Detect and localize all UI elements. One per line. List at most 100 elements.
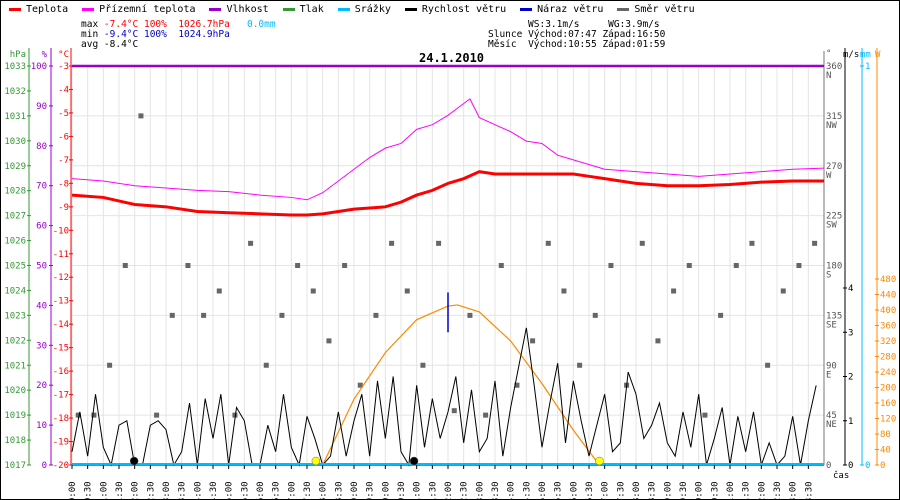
x-tick-label: 03:00 (162, 481, 172, 499)
legend-item: Směr větru (617, 4, 695, 15)
wind-direction-point (812, 240, 818, 246)
wind-direction-point (765, 362, 771, 368)
max-rain: 0.0mm (246, 19, 276, 30)
x-tick-label: 12:30 (460, 481, 470, 499)
pressure-tick-label: 1021 (4, 361, 26, 371)
legend-item: Přízemní teplota (82, 4, 195, 15)
x-tick-label: 13:00 (475, 481, 485, 499)
wind-axis-unit: m/s (843, 50, 859, 60)
legend-label: Teplota (26, 4, 69, 15)
wind-direction-point (75, 412, 81, 418)
x-tick-label: 07:30 (303, 481, 313, 499)
moonset-marker (129, 456, 139, 466)
direction-tick-label: SW (826, 221, 837, 231)
direction-tick-label: N (826, 71, 831, 81)
wind-direction-point (404, 288, 410, 294)
sunset-marker (595, 456, 604, 466)
wind-direction-point (295, 263, 301, 268)
min-pressure: 1024.9hPa (178, 29, 230, 40)
x-tick-label: 17:30 (616, 481, 626, 499)
wind-direction-point (749, 240, 755, 246)
humidity-tick-label: 50 (36, 262, 47, 272)
direction-tick-label: 315 (826, 112, 842, 122)
x-axis-label: čas (833, 470, 849, 481)
rain-tick-label: 1 (865, 62, 870, 72)
wind-direction-point (420, 362, 426, 368)
x-tick-label: 00:30 (84, 481, 94, 499)
direction-tick-label: 135 (826, 311, 842, 321)
wind-direction-point (530, 338, 536, 344)
solar-axis-unit: W (875, 50, 881, 60)
wind-tick-label: 3 (848, 328, 853, 338)
x-tick-label: 15:30 (554, 481, 564, 499)
x-tick-label: 16:00 (569, 481, 579, 499)
pressure-tick-label: 1033 (4, 62, 26, 72)
wind-speed-line (71, 327, 817, 467)
solar-tick-label: 480 (880, 275, 896, 285)
x-tick-label: 06:00 (256, 481, 266, 499)
sunrise: Východ:07:47 (528, 29, 597, 40)
legend-swatch (617, 7, 630, 11)
wind-tick-label: 1 (848, 417, 853, 427)
pressure-tick-label: 1031 (4, 112, 26, 122)
legend-swatch (209, 7, 222, 11)
x-tick-label: 02:00 (131, 481, 141, 499)
temperature-tick-label: -13 (53, 297, 69, 307)
wind-direction-point (122, 263, 128, 268)
astro-block: WS:3.1m/s WG:3.9m/s Slunce Východ:07:47 … (488, 20, 665, 50)
x-tick-label: 21:00 (726, 481, 736, 499)
x-tick-label: 09:30 (366, 481, 376, 499)
pressure-tick-label: 1027 (4, 212, 26, 222)
temperature-tick-label: -8 (58, 179, 69, 189)
legend-item: Teplota (9, 4, 68, 15)
temperature-tick-label: -18 (53, 414, 69, 424)
legend-swatch (337, 7, 350, 11)
min-label: min (81, 29, 99, 40)
direction-tick-label: SE (826, 320, 837, 330)
humidity-tick-label: 30 (36, 341, 47, 351)
x-tick-label: 10:00 (381, 481, 391, 499)
sunrise-marker (311, 456, 321, 466)
legend-label: Náraz větru (537, 4, 604, 15)
solar-tick-label: 120 (880, 415, 896, 425)
temperature-tick-label: -10 (53, 226, 69, 236)
wind-direction-point (201, 312, 207, 318)
max-pressure: 1026.7hPa (178, 19, 230, 30)
legend-swatch (404, 7, 417, 11)
x-tick-label: 10:30 (397, 481, 407, 499)
wind-speed-max: WS:3.1m/s (528, 19, 580, 30)
temperature-tick-label: -12 (53, 273, 69, 283)
x-tick-label: 22:00 (757, 481, 767, 499)
min-temp: -9.4°C (103, 29, 139, 40)
direction-tick-label: NE (826, 420, 837, 430)
wind-direction-point (279, 312, 285, 318)
temperature-tick-label: -19 (53, 438, 69, 448)
wind-direction-point (639, 240, 645, 246)
solar-tick-label: 280 (880, 353, 896, 363)
solar-tick-label: 360 (880, 322, 896, 332)
solar-tick-label: 40 (880, 446, 891, 456)
temperature-line (71, 170, 824, 217)
x-tick-label: 18:00 (632, 481, 642, 499)
wind-direction-point (310, 288, 316, 294)
avg-temp: -8.4°C (103, 39, 139, 50)
x-tick-label: 16:30 (585, 481, 595, 499)
pressure-tick-label: 1019 (4, 411, 26, 421)
moonrise: Východ:10:55 (528, 39, 597, 50)
wind-direction-point (608, 263, 614, 268)
wind-direction-point (702, 412, 708, 418)
direction-tick-label: 0 (826, 461, 831, 471)
solar-tick-label: 320 (880, 337, 896, 347)
pressure-tick-label: 1023 (4, 311, 26, 321)
pressure-tick-label: 1032 (4, 87, 26, 97)
direction-tick-label: NW (826, 121, 837, 131)
legend-swatch (9, 7, 21, 11)
humidity-tick-label: 70 (36, 182, 47, 192)
direction-tick-label: W (826, 171, 832, 181)
solar-tick-label: 200 (880, 384, 896, 394)
x-tick-label: 02:30 (146, 481, 156, 499)
x-tick-label: 06:30 (272, 481, 282, 499)
solar-tick-label: 440 (880, 291, 896, 301)
wind-direction-point (467, 312, 473, 318)
humidity-tick-label: 20 (36, 381, 47, 391)
